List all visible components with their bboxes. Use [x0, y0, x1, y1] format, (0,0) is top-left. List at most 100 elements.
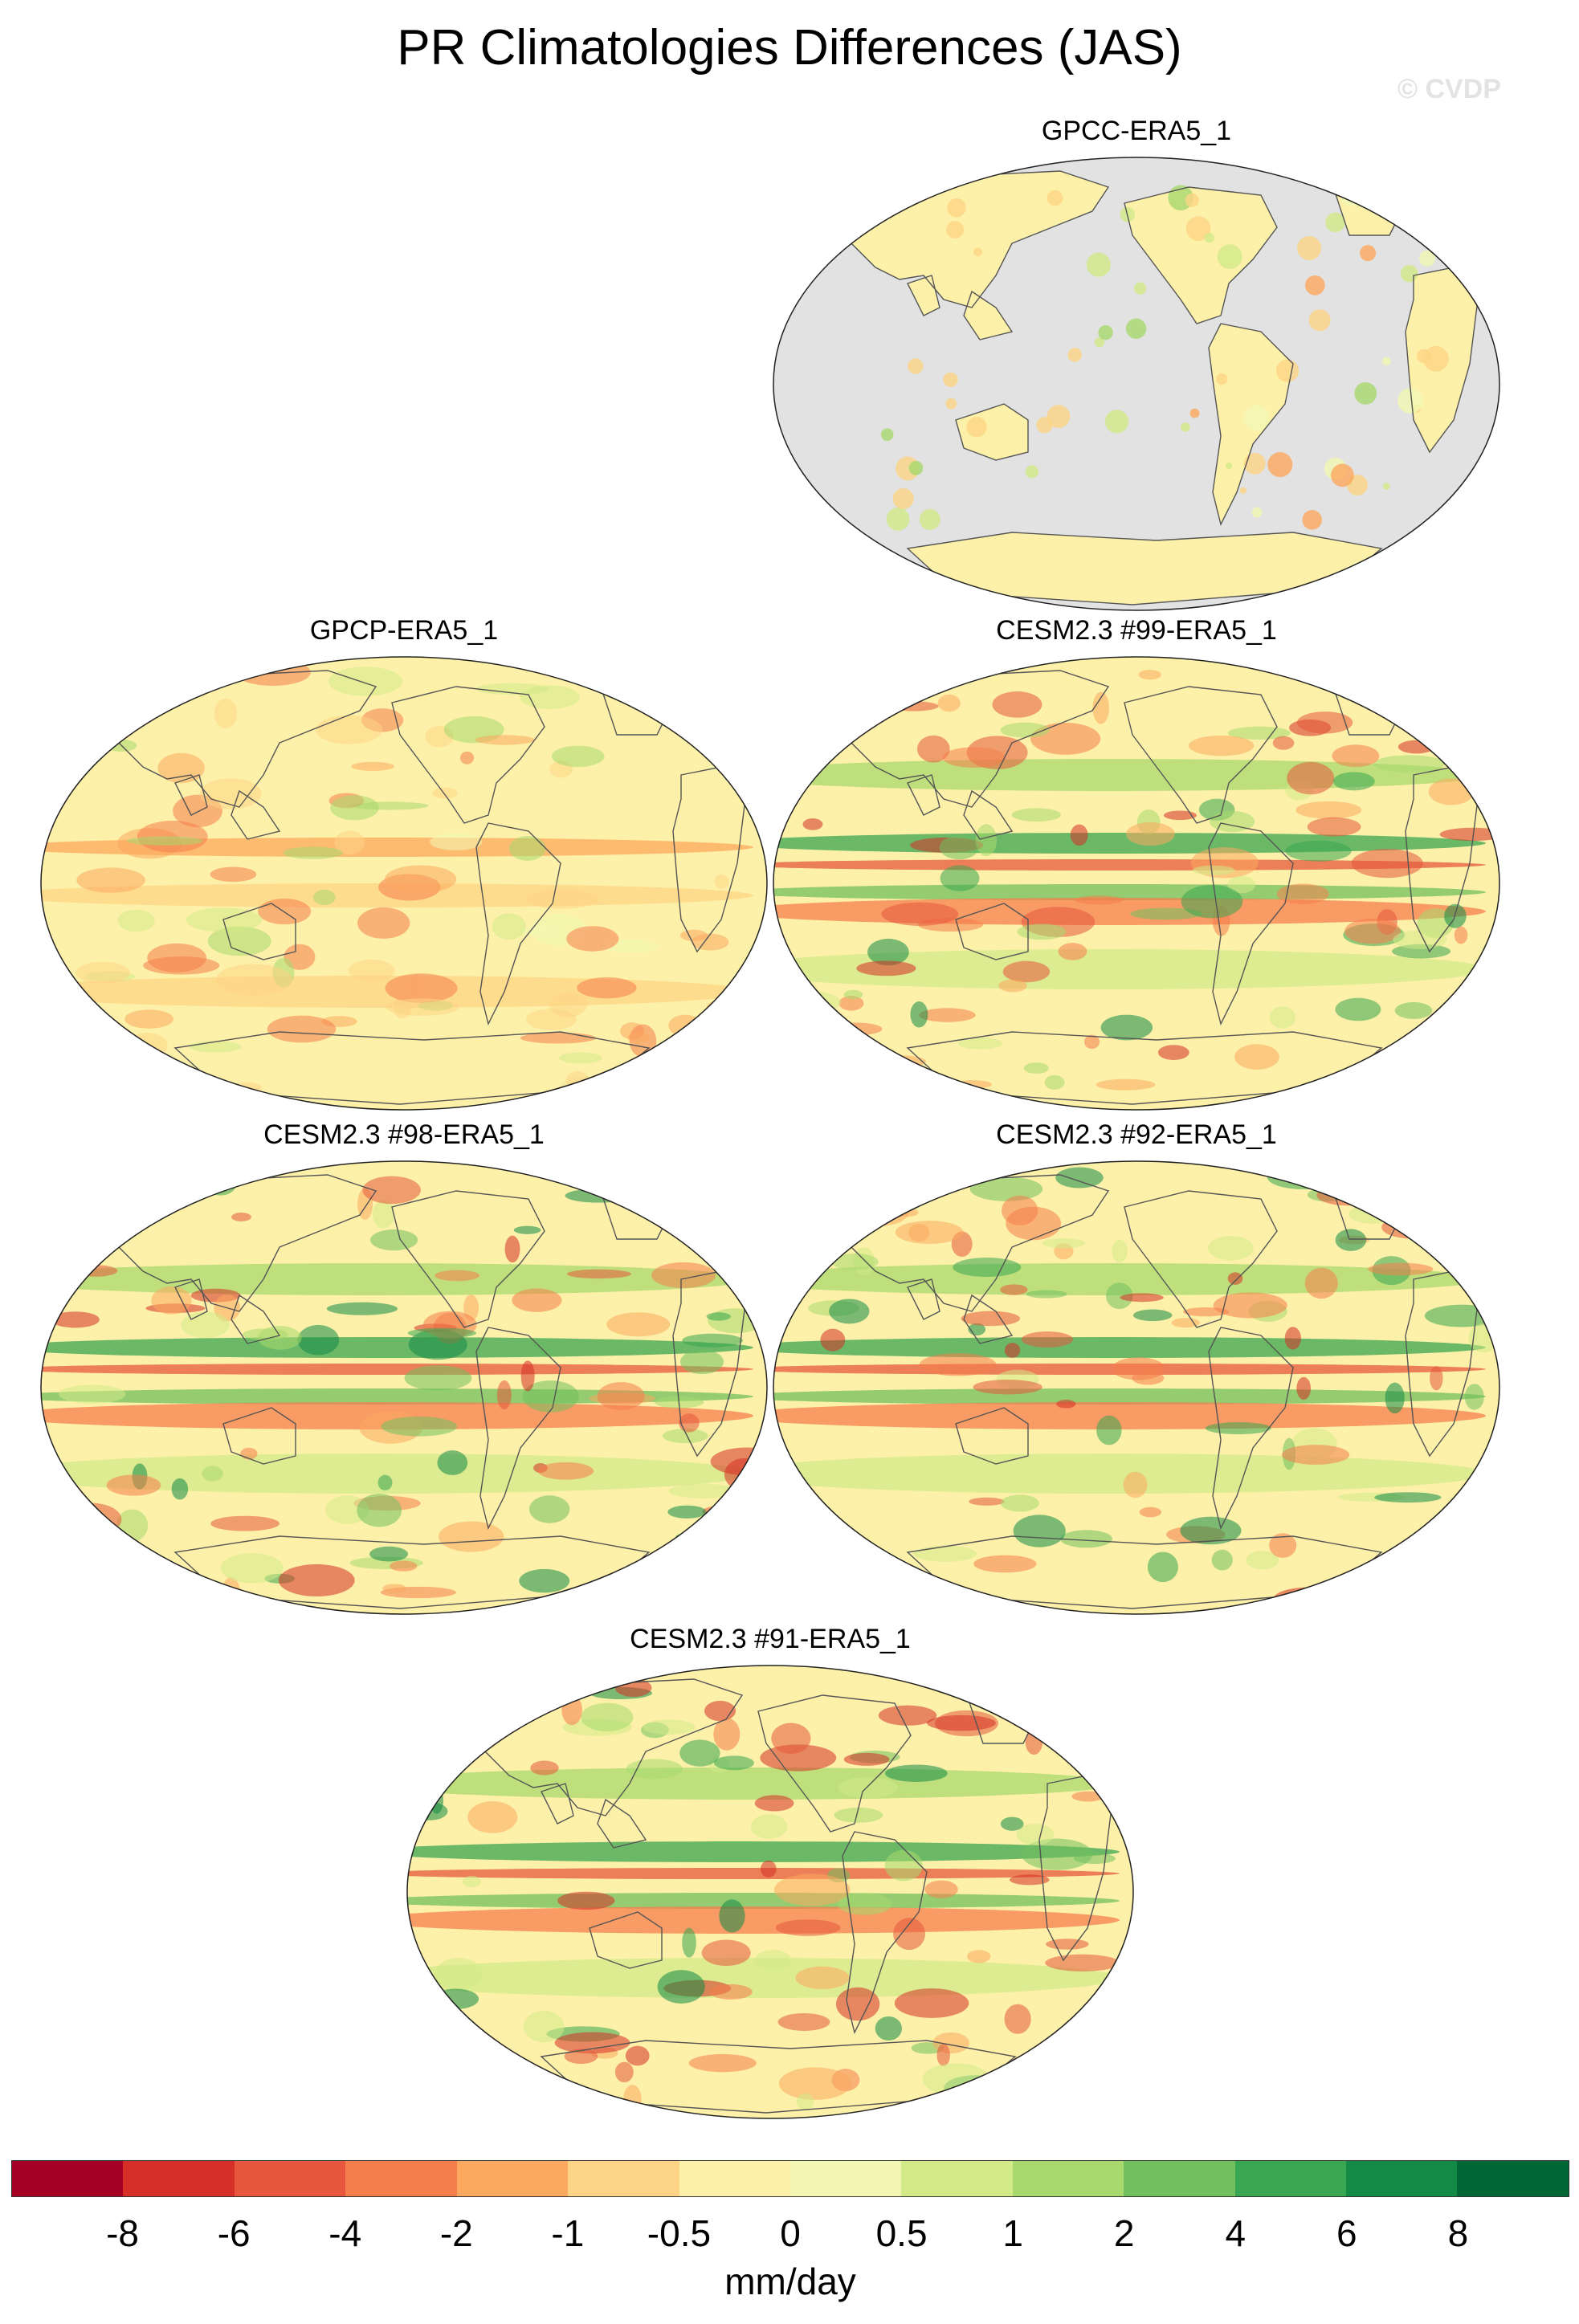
precip-difference-blob [942, 747, 1006, 769]
precip-difference-blob [1181, 884, 1243, 919]
precip-difference-blob [404, 1365, 472, 1391]
precip-difference-blob [1001, 1494, 1039, 1512]
world-map [40, 656, 768, 1111]
precip-difference-blob [1439, 827, 1499, 842]
precip-difference-blob [643, 1719, 696, 1735]
precip-difference-blob [1296, 235, 1322, 261]
panel-title: CESM2.3 #98-ERA5_1 [263, 1119, 545, 1150]
precip-difference-blob [1287, 761, 1335, 795]
colorbar-tick-label: 6 [1336, 2212, 1357, 2254]
coastline [847, 170, 1110, 308]
precip-difference-blob [186, 907, 263, 932]
precip-difference-blob [940, 865, 980, 891]
precip-difference-blob [884, 1849, 923, 1882]
precip-difference-blob [1045, 1954, 1120, 1971]
precip-difference-blob [124, 1009, 174, 1029]
precip-difference-blob [1204, 232, 1214, 243]
precip-difference-blob [760, 1744, 837, 1772]
precip-difference-blob [1374, 1492, 1442, 1503]
precip-difference-blob [334, 830, 365, 855]
precip-difference-blob [407, 1681, 470, 1704]
precip-difference-blob [1074, 1853, 1116, 1864]
coastline [174, 774, 208, 816]
precip-difference-blob [357, 1494, 402, 1527]
precip-difference-blob [893, 1918, 925, 1951]
precip-difference-blob [625, 2045, 650, 2066]
precip-difference-blob [695, 683, 767, 715]
precip-difference-blob [522, 1380, 579, 1413]
precip-difference-blob [199, 778, 262, 809]
precip-difference-blob [1006, 1206, 1062, 1241]
precip-difference-blob [357, 907, 410, 940]
precip-difference-blob [431, 787, 458, 799]
panel-title: GPCP-ERA5_1 [309, 615, 499, 646]
coastline [1208, 822, 1294, 1026]
precip-difference-blob [381, 1416, 458, 1437]
coastline [847, 670, 1110, 808]
coastline [1124, 1190, 1278, 1328]
precip-difference-blob [856, 960, 916, 976]
precip-difference-band [407, 1868, 1120, 1879]
precip-difference-blob [975, 824, 998, 857]
precip-difference-blob [222, 1577, 240, 1604]
precip-difference-blob [59, 1384, 126, 1404]
precip-difference-blob [1163, 810, 1197, 821]
precip-difference-blob [1083, 1034, 1100, 1050]
precip-difference-blob [551, 745, 605, 768]
precip-difference-blob [1302, 510, 1322, 530]
precip-difference-blob [886, 508, 910, 531]
precip-difference-blob [688, 2053, 757, 2073]
precip-difference-blob [106, 1474, 161, 1496]
precip-difference-blob [181, 1311, 230, 1339]
precip-difference-blob [867, 938, 909, 966]
precip-difference-blob [713, 1718, 741, 1751]
panel-title: GPCC-ERA5_1 [1041, 116, 1232, 146]
precip-difference-blob [558, 1052, 602, 1064]
world-map [40, 1160, 768, 1615]
precip-difference-blob [283, 846, 343, 859]
colorbar-swatch [456, 2161, 569, 2196]
map-border [773, 1160, 1500, 1615]
precip-difference-blob [1120, 1293, 1164, 1303]
precip-difference-blob [924, 1880, 958, 1898]
precip-difference-blob [782, 1026, 799, 1046]
coastline [222, 903, 296, 960]
colorbar-swatch [568, 2161, 679, 2196]
precip-difference-blob [348, 959, 395, 982]
precip-difference-blob [1056, 2064, 1133, 2074]
precip-difference-blob [104, 1061, 167, 1073]
precip-difference-blob [157, 752, 205, 784]
precip-difference-blob [512, 1288, 562, 1312]
precip-difference-blob [953, 1258, 1022, 1278]
precip-difference-blob [240, 1447, 258, 1460]
map-panel-cesm99: CESM2.3 #99-ERA5_1 [771, 614, 1502, 1112]
precip-difference-blob [1368, 1262, 1434, 1276]
precip-difference-blob [51, 999, 72, 1020]
land-field [964, 292, 1012, 340]
precip-difference-blob [1369, 189, 1377, 197]
precip-difference-blob [709, 1984, 753, 2000]
precip-difference-blob [1000, 1284, 1028, 1295]
precip-difference-blob [1211, 1549, 1233, 1571]
precip-difference-blob [467, 1801, 518, 1833]
precip-difference-blob [207, 926, 271, 956]
precip-difference-blob [210, 866, 257, 883]
precip-difference-blob [1084, 2094, 1108, 2113]
precip-difference-blob [80, 1225, 101, 1258]
colorbar-tick-label: -0.5 [647, 2212, 712, 2254]
precip-difference-blob [297, 1324, 340, 1356]
precip-difference-blob [1025, 465, 1039, 479]
precip-difference-blob [1217, 244, 1242, 270]
precip-difference-blob [961, 1311, 1021, 1327]
precip-difference-blob [83, 1549, 97, 1572]
precip-difference-blob [278, 1564, 355, 1596]
precip-difference-blob [312, 889, 336, 906]
precip-difference-blob [1296, 711, 1353, 734]
precip-difference-blob [843, 1752, 890, 1766]
precip-difference-blob [1125, 318, 1147, 340]
precip-difference-blob [946, 221, 965, 239]
precip-difference-blob [908, 358, 924, 374]
precip-difference-blob [597, 1382, 645, 1410]
colorbar-tick-label: 4 [1225, 2212, 1246, 2254]
precip-difference-blob [525, 1009, 577, 1030]
